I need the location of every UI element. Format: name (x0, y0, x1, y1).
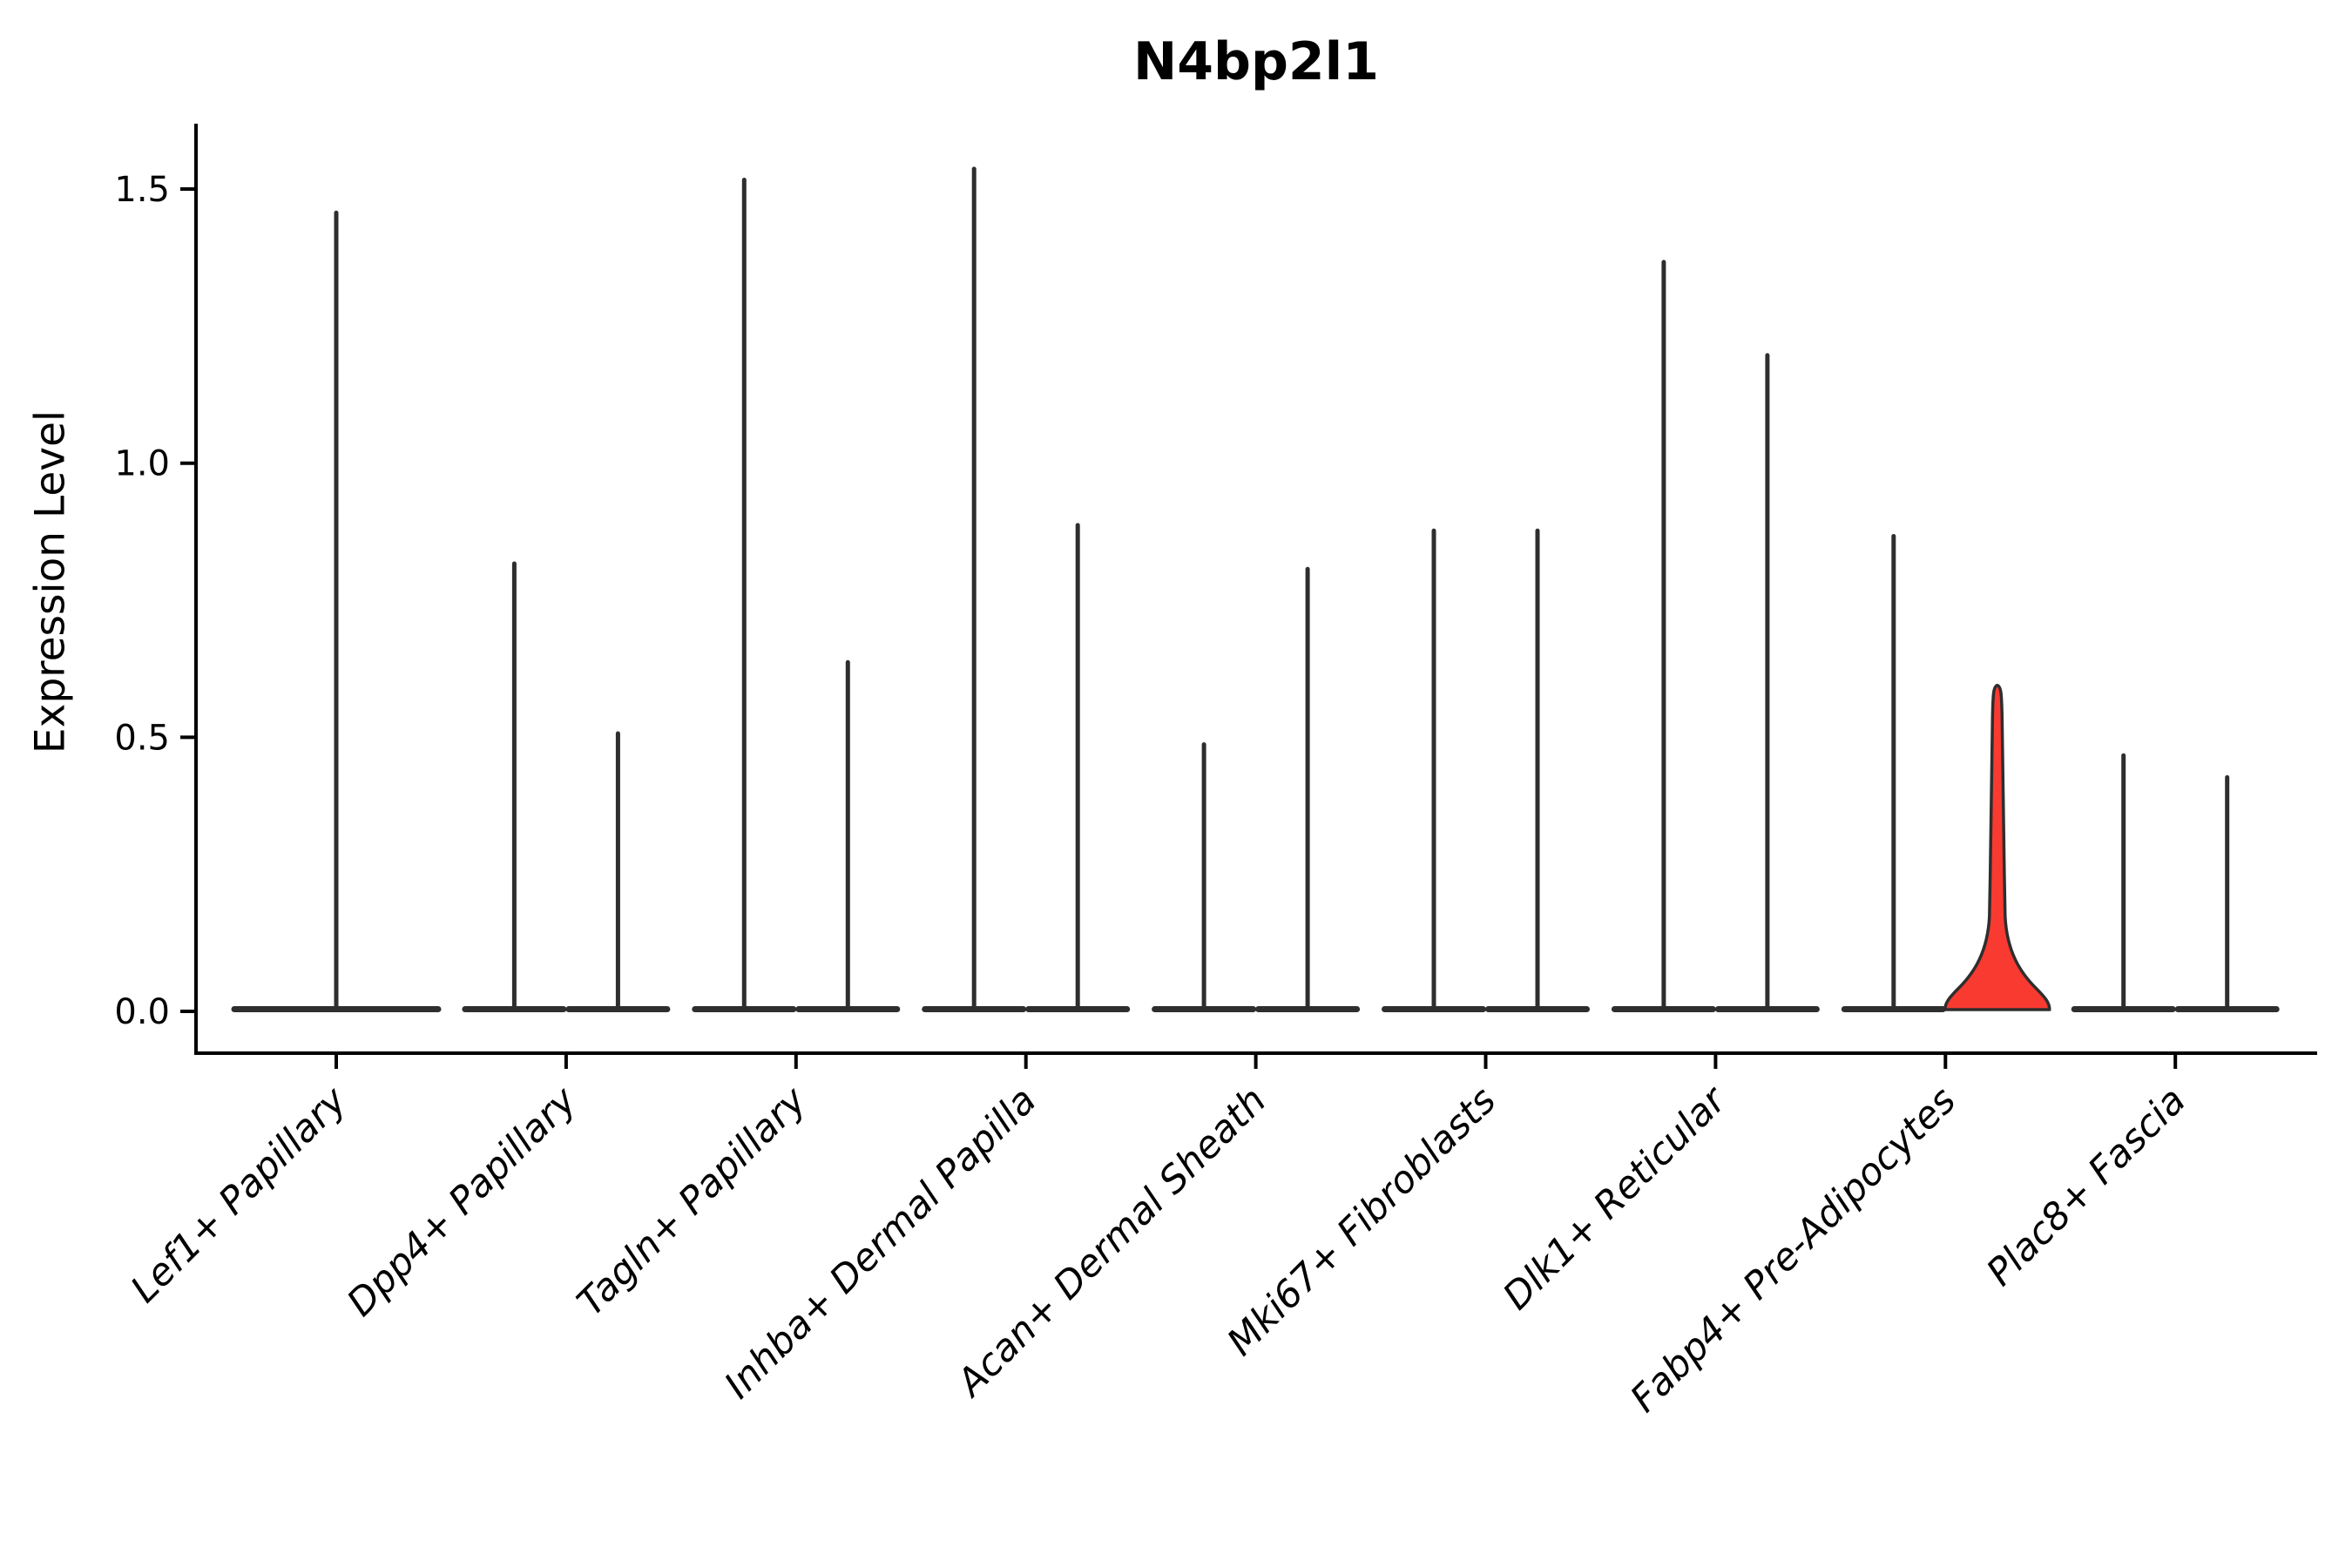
y-tick-label: 0.0 (114, 992, 170, 1032)
x-tick-label: Tagln+ Papillary (569, 1078, 815, 1325)
y-tick-label: 1.5 (114, 170, 170, 210)
y-tick-label: 1.0 (114, 444, 170, 484)
violin-highlighted (1943, 683, 2051, 1011)
x-tick-label: Dlk1+ Reticular (1495, 1078, 1736, 1319)
plot-title: N4bp2l1 (1133, 31, 1379, 92)
x-tick-label: Plac8+ Fascia (1978, 1078, 2194, 1294)
x-tick-label: Dpp4+ Papillary (339, 1078, 585, 1325)
x-tick-label: Lef1+ Papillary (123, 1078, 355, 1311)
y-tick-label: 0.5 (114, 718, 170, 758)
